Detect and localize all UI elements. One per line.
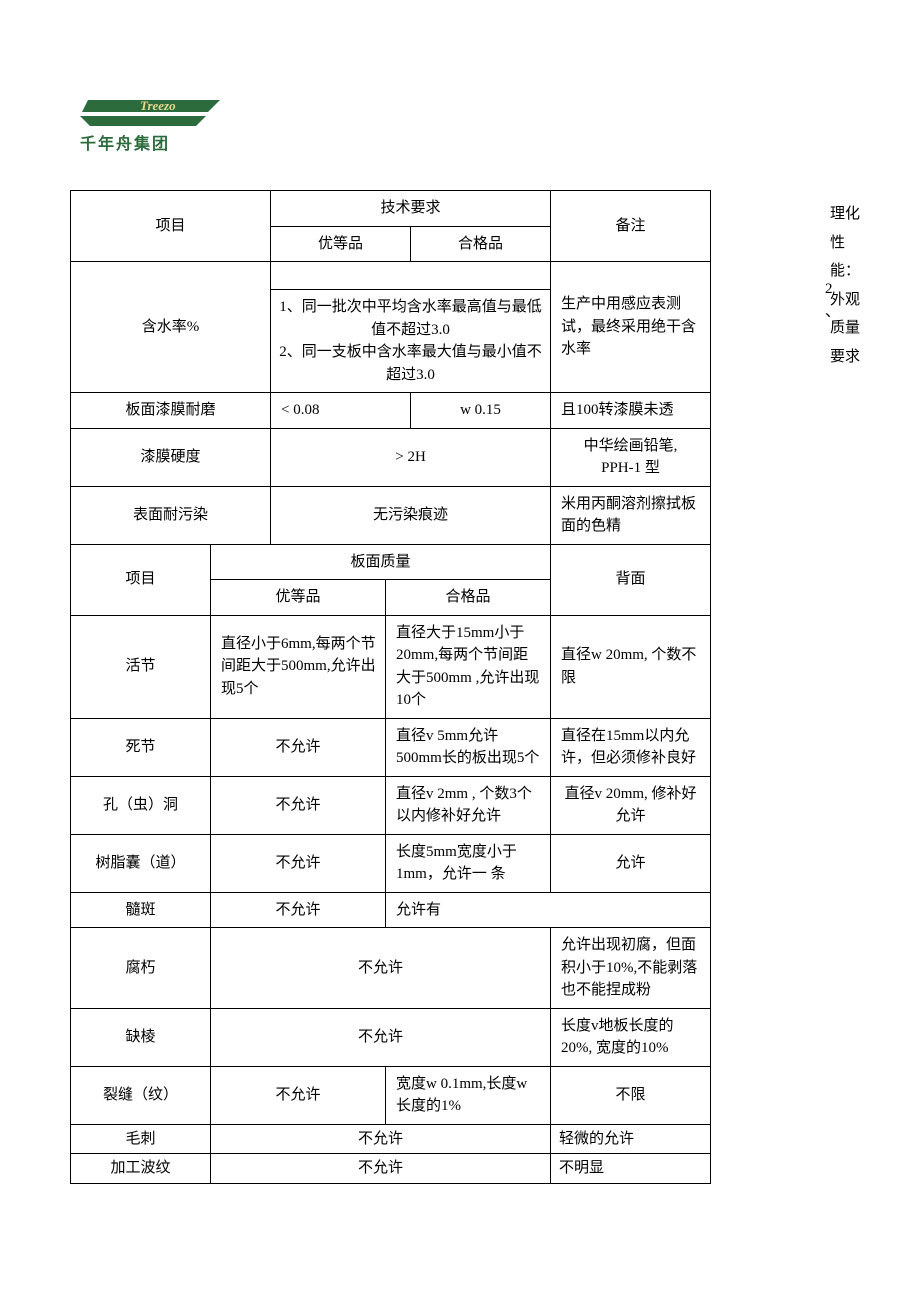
- side-line: 外观: [830, 286, 890, 315]
- cell-req: 1、同一批次中平均含水率最高值与最低值不超过3.0 2、同一支板中含水率最大值与…: [271, 290, 551, 393]
- cell-ok: 宽度w 0.1mm,长度w长度的1%: [386, 1066, 551, 1124]
- cell-item: 板面漆膜耐磨: [71, 393, 271, 429]
- cell-ok-back: 允许有: [386, 892, 711, 928]
- header-superior: 优等品: [271, 226, 411, 262]
- logo-mark: Treezo: [80, 98, 220, 128]
- cell-back: 不限: [551, 1066, 711, 1124]
- cell-back: 不明显: [551, 1154, 711, 1184]
- cell-note: 且100转漆膜未透: [551, 393, 711, 429]
- cell-sup: < 0.08: [271, 393, 411, 429]
- cell-item: 裂缝（纹）: [71, 1066, 211, 1124]
- cell-item: 含水率%: [71, 262, 271, 393]
- tables-container: 项目 技术要求 备注 优等品 合格品 含水率% 生产中用感应表测试，最终采用绝干…: [70, 190, 710, 1184]
- table-row: 死节不允许直径v 5mm允许500mm长的板出现5个直径在15mm以内允许，但必…: [71, 718, 711, 776]
- cell-item: 树脂囊（道）: [71, 834, 211, 892]
- logo-script: Treezo: [140, 98, 176, 113]
- header-note: 备注: [551, 191, 711, 262]
- header-item: 项目: [71, 544, 211, 615]
- cell-item: 漆膜硬度: [71, 428, 271, 486]
- table-row: 树脂囊（道）不允许长度5mm宽度小于1mm，允许一 条允许: [71, 834, 711, 892]
- spec-table-1: 项目 技术要求 备注 优等品 合格品 含水率% 生产中用感应表测试，最终采用绝干…: [70, 190, 711, 545]
- cell-back: 直径在15mm以内允许，但必须修补良好: [551, 718, 711, 776]
- cell-req: 无污染痕迹: [271, 486, 551, 544]
- cell-back: 允许出现初腐，但面积小于10%,不能剥落也不能捏成粉: [551, 928, 711, 1009]
- side-line: 理化: [830, 200, 890, 229]
- cell-item: 髓斑: [71, 892, 211, 928]
- cell-item: 腐朽: [71, 928, 211, 1009]
- cell-note: 米用丙酮溶剂擦拭板面的色精: [551, 486, 711, 544]
- table-row: 加工波纹不允许不明显: [71, 1154, 711, 1184]
- cell-ok: w 0.15: [411, 393, 551, 429]
- table-row: 含水率% 生产中用感应表测试，最终采用绝干含水率: [71, 262, 711, 290]
- table-row: 缺棱不允许长度v地板长度的20%, 宽度的10%: [71, 1008, 711, 1066]
- cell-sup-ok: 不允许: [211, 1124, 551, 1154]
- cell-item: 缺棱: [71, 1008, 211, 1066]
- table-row: 板面漆膜耐磨 < 0.08 w 0.15 且100转漆膜未透: [71, 393, 711, 429]
- table-row: 项目 技术要求 备注: [71, 191, 711, 227]
- table-row: 腐朽不允许允许出现初腐，但面积小于10%,不能剥落也不能捏成粉: [71, 928, 711, 1009]
- header-back: 背面: [551, 544, 711, 615]
- table-row: 髓斑不允许允许有: [71, 892, 711, 928]
- cell-item: 表面耐污染: [71, 486, 271, 544]
- logo-brand-cn: 千年舟集团: [80, 130, 220, 154]
- cell-sup: 不允许: [211, 1066, 386, 1124]
- side-line: 质量: [830, 314, 890, 343]
- cell-ok: 直径v 2mm , 个数3个以内修补好允许: [386, 776, 551, 834]
- cell-sup: 不允许: [211, 718, 386, 776]
- cell-empty: [271, 262, 551, 290]
- spec-table-2: 项目 板面质量 背面 优等品 合格品 活节直径小于6mm,每两个节间距大于500…: [70, 544, 711, 1184]
- header-item: 项目: [71, 191, 271, 262]
- side-line: 性: [830, 229, 890, 258]
- side-line: 能：: [830, 257, 890, 286]
- header-req: 技术要求: [271, 191, 551, 227]
- cell-ok: 直径v 5mm允许500mm长的板出现5个: [386, 718, 551, 776]
- cell-item: 毛刺: [71, 1124, 211, 1154]
- cell-sup-ok: 不允许: [211, 1154, 551, 1184]
- side-annotation: 理化 性 能： 外观 质量 要求: [830, 200, 890, 371]
- company-logo: Treezo 千年舟集团: [80, 98, 220, 154]
- table-row: 孔（虫）洞不允许直径v 2mm , 个数3个以内修补好允许直径v 20mm, 修…: [71, 776, 711, 834]
- header-qualified: 合格品: [386, 580, 551, 616]
- cell-sup: 不允许: [211, 892, 386, 928]
- cell-item: 加工波纹: [71, 1154, 211, 1184]
- cell-sup: 不允许: [211, 834, 386, 892]
- cell-ok: 直径大于15mm小于20mm,每两个节间距大于500mm ,允许出现10个: [386, 615, 551, 718]
- cell-ok: 长度5mm宽度小于1mm，允许一 条: [386, 834, 551, 892]
- table-row: 项目 板面质量 背面: [71, 544, 711, 580]
- cell-back: 允许: [551, 834, 711, 892]
- cell-item: 死节: [71, 718, 211, 776]
- table-row: 活节直径小于6mm,每两个节间距大于500mm,允许出现5个直径大于15mm小于…: [71, 615, 711, 718]
- cell-note: 中华绘画铅笔, PPH-1 型: [551, 428, 711, 486]
- cell-back: 轻微的允许: [551, 1124, 711, 1154]
- table-row: 表面耐污染 无污染痕迹 米用丙酮溶剂擦拭板面的色精: [71, 486, 711, 544]
- cell-sup: 直径小于6mm,每两个节间距大于500mm,允许出现5个: [211, 615, 386, 718]
- header-superior: 优等品: [211, 580, 386, 616]
- cell-back: 直径w 20mm, 个数不限: [551, 615, 711, 718]
- cell-sup-ok: 不允许: [211, 928, 551, 1009]
- table-row: 裂缝（纹）不允许宽度w 0.1mm,长度w长度的1%不限: [71, 1066, 711, 1124]
- cell-req: > 2H: [271, 428, 551, 486]
- cell-note: 生产中用感应表测试，最终采用绝干含水率: [551, 262, 711, 393]
- side-line: 要求: [830, 343, 890, 372]
- cell-sup-ok: 不允许: [211, 1008, 551, 1066]
- cell-item: 活节: [71, 615, 211, 718]
- cell-back: 直径v 20mm, 修补好允许: [551, 776, 711, 834]
- header-face: 板面质量: [211, 544, 551, 580]
- table-row: 毛刺不允许轻微的允许: [71, 1124, 711, 1154]
- cell-back: 长度v地板长度的20%, 宽度的10%: [551, 1008, 711, 1066]
- header-qualified: 合格品: [411, 226, 551, 262]
- cell-item: 孔（虫）洞: [71, 776, 211, 834]
- cell-sup: 不允许: [211, 776, 386, 834]
- table-row: 漆膜硬度 > 2H 中华绘画铅笔, PPH-1 型: [71, 428, 711, 486]
